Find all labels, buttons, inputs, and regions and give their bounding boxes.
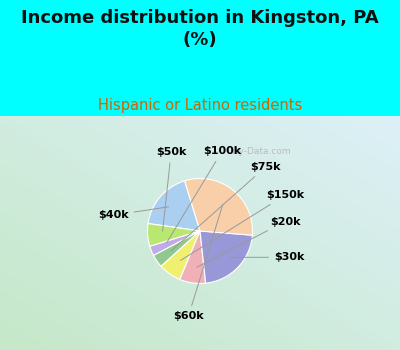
- Wedge shape: [180, 231, 206, 284]
- Text: $40k: $40k: [98, 207, 168, 220]
- Text: Hispanic or Latino residents: Hispanic or Latino residents: [98, 98, 302, 113]
- Text: $60k: $60k: [173, 204, 223, 321]
- Wedge shape: [148, 224, 200, 246]
- Text: $100k: $100k: [166, 146, 241, 243]
- Wedge shape: [148, 181, 200, 231]
- Wedge shape: [150, 231, 200, 255]
- Text: City-Data.com: City-Data.com: [226, 147, 291, 156]
- Text: Income distribution in Kingston, PA
(%): Income distribution in Kingston, PA (%): [21, 9, 379, 49]
- Text: $75k: $75k: [171, 162, 281, 251]
- Text: $150k: $150k: [180, 190, 304, 260]
- Text: $50k: $50k: [156, 147, 186, 231]
- Wedge shape: [161, 231, 200, 279]
- Wedge shape: [185, 178, 252, 235]
- Wedge shape: [200, 231, 252, 283]
- Text: $20k: $20k: [197, 217, 300, 267]
- Wedge shape: [154, 231, 200, 266]
- Text: $30k: $30k: [230, 252, 304, 262]
